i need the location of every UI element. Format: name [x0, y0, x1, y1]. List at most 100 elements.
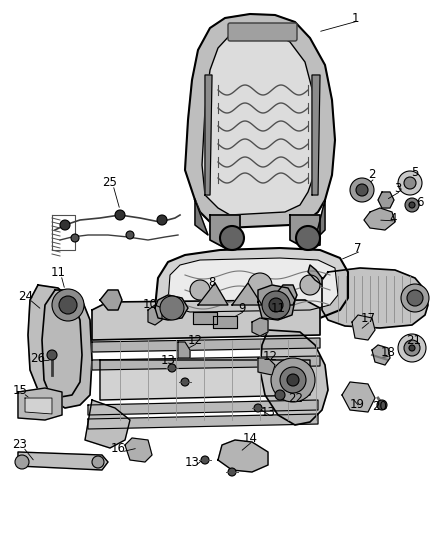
Polygon shape — [315, 200, 325, 240]
Text: 20: 20 — [373, 400, 388, 414]
Circle shape — [181, 378, 189, 386]
Circle shape — [275, 390, 285, 400]
Circle shape — [262, 291, 290, 319]
Polygon shape — [100, 360, 310, 400]
Polygon shape — [312, 75, 320, 195]
Circle shape — [157, 215, 167, 225]
Circle shape — [190, 280, 210, 300]
Text: 13: 13 — [261, 407, 276, 419]
Polygon shape — [100, 290, 122, 310]
Circle shape — [52, 289, 84, 321]
Polygon shape — [378, 192, 394, 208]
Text: 8: 8 — [208, 277, 215, 289]
Polygon shape — [260, 330, 328, 425]
Polygon shape — [258, 358, 275, 375]
Polygon shape — [308, 265, 322, 285]
Circle shape — [271, 358, 315, 402]
Polygon shape — [168, 258, 338, 312]
Text: 2: 2 — [368, 168, 376, 182]
Circle shape — [401, 284, 429, 312]
Polygon shape — [218, 440, 268, 472]
Circle shape — [350, 178, 374, 202]
Polygon shape — [92, 356, 320, 370]
Text: 24: 24 — [18, 289, 33, 303]
Polygon shape — [18, 452, 108, 470]
Polygon shape — [205, 75, 212, 195]
Text: 11: 11 — [50, 265, 66, 279]
Polygon shape — [155, 295, 188, 320]
Circle shape — [407, 290, 423, 306]
Polygon shape — [18, 388, 62, 420]
Polygon shape — [125, 438, 152, 462]
Polygon shape — [252, 318, 268, 336]
Text: 3: 3 — [394, 182, 402, 195]
Circle shape — [300, 275, 320, 295]
Polygon shape — [92, 338, 320, 352]
Circle shape — [405, 198, 419, 212]
Text: 22: 22 — [289, 392, 304, 406]
Polygon shape — [195, 200, 208, 235]
Polygon shape — [148, 305, 162, 325]
Text: 4: 4 — [389, 212, 397, 224]
Circle shape — [92, 456, 104, 468]
Circle shape — [47, 350, 57, 360]
Polygon shape — [178, 342, 190, 358]
Text: 5: 5 — [411, 166, 419, 179]
Polygon shape — [88, 400, 318, 415]
Polygon shape — [42, 290, 92, 408]
Polygon shape — [290, 215, 320, 248]
Text: 1: 1 — [351, 12, 359, 25]
Text: 9: 9 — [238, 302, 246, 314]
FancyBboxPatch shape — [228, 23, 297, 41]
Polygon shape — [342, 382, 375, 412]
Circle shape — [115, 210, 125, 220]
Polygon shape — [85, 400, 130, 448]
Polygon shape — [232, 283, 262, 305]
Text: 16: 16 — [110, 442, 126, 456]
Polygon shape — [193, 312, 217, 324]
Polygon shape — [258, 285, 295, 320]
Circle shape — [168, 364, 176, 372]
Circle shape — [228, 468, 236, 476]
Polygon shape — [92, 300, 320, 340]
Text: 11: 11 — [271, 302, 286, 314]
Circle shape — [409, 345, 415, 351]
Circle shape — [248, 273, 272, 297]
Polygon shape — [88, 414, 318, 429]
Polygon shape — [28, 285, 82, 398]
Circle shape — [59, 296, 77, 314]
Polygon shape — [352, 315, 375, 340]
Polygon shape — [322, 268, 428, 328]
Polygon shape — [364, 208, 395, 230]
Circle shape — [356, 184, 368, 196]
Text: 13: 13 — [184, 456, 199, 470]
Circle shape — [201, 456, 209, 464]
Circle shape — [15, 455, 29, 469]
Circle shape — [287, 374, 299, 386]
Circle shape — [377, 400, 387, 410]
Polygon shape — [210, 215, 240, 248]
Circle shape — [160, 296, 184, 320]
Circle shape — [71, 234, 79, 242]
Text: 12: 12 — [187, 334, 202, 346]
Text: 13: 13 — [161, 353, 176, 367]
Polygon shape — [25, 398, 52, 414]
Text: 23: 23 — [13, 438, 28, 450]
Polygon shape — [185, 14, 335, 228]
Circle shape — [269, 298, 283, 312]
Polygon shape — [202, 30, 318, 215]
Text: 6: 6 — [416, 196, 424, 208]
Circle shape — [254, 404, 262, 412]
Text: 21: 21 — [406, 334, 421, 346]
Circle shape — [404, 340, 420, 356]
Circle shape — [220, 226, 244, 250]
Text: 14: 14 — [243, 432, 258, 445]
Polygon shape — [372, 345, 390, 365]
Circle shape — [404, 177, 416, 189]
Text: 26: 26 — [31, 351, 46, 365]
Text: 7: 7 — [354, 241, 362, 254]
Text: 18: 18 — [381, 346, 396, 359]
Text: 15: 15 — [13, 384, 28, 397]
Text: 17: 17 — [360, 311, 375, 325]
Polygon shape — [198, 283, 228, 305]
